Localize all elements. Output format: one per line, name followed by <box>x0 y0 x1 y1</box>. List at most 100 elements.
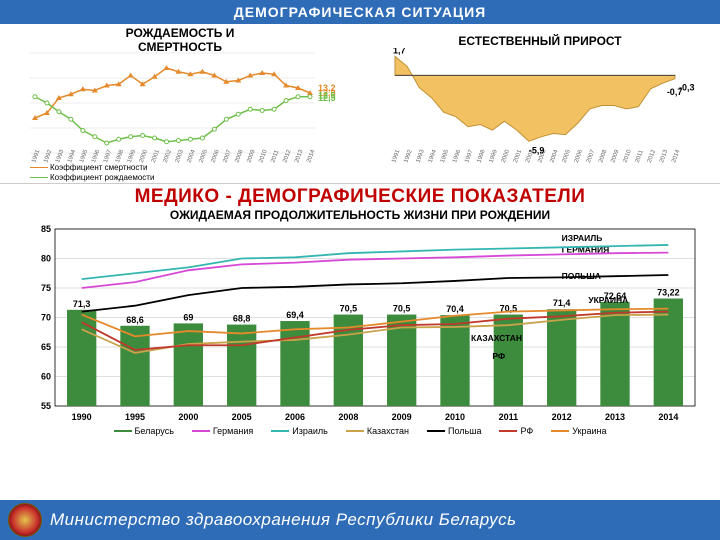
legend-birth: Коэффициент рождаемости <box>50 173 154 182</box>
svg-text:1997: 1997 <box>464 148 474 163</box>
svg-text:2010: 2010 <box>258 148 268 163</box>
legend-death: Коэффициент смертности <box>50 163 148 172</box>
svg-text:2002: 2002 <box>163 148 173 163</box>
legend-item: Израиль <box>271 426 328 436</box>
svg-text:2006: 2006 <box>574 148 584 163</box>
svg-text:2012: 2012 <box>552 412 572 422</box>
natural-increase-title: ЕСТЕСТВЕННЫЙ ПРИРОСТ <box>360 24 720 50</box>
svg-text:2011: 2011 <box>635 149 645 163</box>
svg-text:2012: 2012 <box>282 148 292 163</box>
svg-text:1993: 1993 <box>55 148 65 163</box>
life-expectancy-legend: БеларусьГерманияИзраильКазахстанПольшаРФ… <box>0 426 720 436</box>
svg-text:1991: 1991 <box>391 148 401 163</box>
svg-text:-5,9: -5,9 <box>529 145 545 155</box>
svg-text:2014: 2014 <box>671 148 681 163</box>
svg-text:2004: 2004 <box>187 148 197 163</box>
svg-text:68,8: 68,8 <box>233 314 251 324</box>
svg-text:2013: 2013 <box>659 148 669 163</box>
svg-text:1997: 1997 <box>103 148 113 163</box>
svg-text:2013: 2013 <box>605 412 625 422</box>
svg-text:2003: 2003 <box>175 148 185 163</box>
svg-text:1991: 1991 <box>31 148 41 163</box>
svg-text:2008: 2008 <box>338 412 358 422</box>
svg-text:70: 70 <box>41 313 51 323</box>
svg-text:85: 85 <box>41 224 51 234</box>
legend-item: Беларусь <box>114 426 174 436</box>
svg-text:2009: 2009 <box>392 412 412 422</box>
svg-text:2008: 2008 <box>235 148 245 163</box>
life-expectancy-title: ОЖИДАЕМАЯ ПРОДОЛЖИТЕЛЬНОСТЬ ЖИЗНИ ПРИ РО… <box>0 208 720 222</box>
birth-death-panel: РОЖДАЕМОСТЬ И СМЕРТНОСТЬ 199119921993199… <box>0 24 360 183</box>
svg-text:2000: 2000 <box>501 148 511 163</box>
life-expectancy-chart: 5560657075808571,368,66968,869,470,570,5… <box>30 224 700 424</box>
legend-item: Украина <box>551 426 606 436</box>
legend-item: Польша <box>427 426 481 436</box>
svg-text:РФ: РФ <box>492 351 505 361</box>
section-title: МЕДИКО - ДЕМОГРАФИЧЕСКИЕ ПОКАЗАТЕЛИ <box>0 184 720 208</box>
svg-text:2000: 2000 <box>178 412 198 422</box>
svg-text:2001: 2001 <box>513 148 523 163</box>
svg-text:2000: 2000 <box>139 148 149 163</box>
svg-text:70,5: 70,5 <box>340 304 358 314</box>
svg-text:2011: 2011 <box>270 149 280 163</box>
svg-text:80: 80 <box>41 254 51 264</box>
svg-text:1995: 1995 <box>125 412 145 422</box>
svg-text:65: 65 <box>41 342 51 352</box>
svg-text:2008: 2008 <box>598 148 608 163</box>
page-title: ДЕМОГРАФИЧЕСКАЯ СИТУАЦИЯ <box>0 0 720 24</box>
svg-text:73,22: 73,22 <box>657 288 680 298</box>
svg-text:2005: 2005 <box>562 148 572 163</box>
svg-text:2006: 2006 <box>285 412 305 422</box>
svg-text:2006: 2006 <box>211 148 221 163</box>
svg-text:1999: 1999 <box>489 148 499 163</box>
svg-text:75: 75 <box>41 283 51 293</box>
svg-text:2005: 2005 <box>199 148 209 163</box>
svg-text:2001: 2001 <box>151 148 161 163</box>
svg-text:2009: 2009 <box>246 148 256 163</box>
svg-text:2013: 2013 <box>294 148 304 163</box>
svg-text:2010: 2010 <box>623 148 633 163</box>
svg-text:1,7: 1,7 <box>393 48 406 55</box>
footer-text: Министерство здравоохранения Республики … <box>50 510 517 530</box>
svg-text:55: 55 <box>41 401 51 411</box>
natural-increase-chart: 1991199219931994199519961997199819992000… <box>390 48 710 163</box>
svg-text:70,5: 70,5 <box>393 304 411 314</box>
svg-text:2007: 2007 <box>223 148 233 163</box>
svg-text:2009: 2009 <box>610 148 620 163</box>
svg-text:1995: 1995 <box>79 148 89 163</box>
svg-text:1996: 1996 <box>452 148 462 163</box>
svg-text:71,4: 71,4 <box>553 298 571 308</box>
birth-death-legend: Коэффициент смертности Коэффициент рожда… <box>30 162 154 183</box>
svg-text:УКРАИНА: УКРАИНА <box>588 295 628 305</box>
svg-text:1992: 1992 <box>43 148 53 163</box>
legend-item: РФ <box>499 426 533 436</box>
svg-text:2005: 2005 <box>232 412 252 422</box>
svg-text:2010: 2010 <box>445 412 465 422</box>
svg-text:1998: 1998 <box>476 148 486 163</box>
svg-text:ПОЛЬША: ПОЛЬША <box>562 271 601 281</box>
svg-text:2014: 2014 <box>306 148 316 163</box>
svg-text:ИЗРАИЛЬ: ИЗРАИЛЬ <box>562 233 603 243</box>
svg-text:71,3: 71,3 <box>73 299 91 309</box>
svg-text:69: 69 <box>183 312 193 322</box>
birth-death-chart: 1991199219931994199519961997199819992000… <box>30 48 350 163</box>
svg-text:60: 60 <box>41 372 51 382</box>
svg-text:1990: 1990 <box>72 412 92 422</box>
svg-text:1994: 1994 <box>428 148 438 163</box>
svg-text:1999: 1999 <box>127 148 137 163</box>
svg-text:2007: 2007 <box>586 148 596 163</box>
svg-text:1993: 1993 <box>416 148 426 163</box>
svg-text:1992: 1992 <box>403 148 413 163</box>
svg-text:2012: 2012 <box>647 148 657 163</box>
svg-text:69,4: 69,4 <box>286 310 304 320</box>
svg-text:2004: 2004 <box>550 148 560 163</box>
emblem-icon <box>8 503 42 537</box>
svg-text:1996: 1996 <box>91 148 101 163</box>
svg-text:2014: 2014 <box>658 412 678 422</box>
footer-bar: Министерство здравоохранения Республики … <box>0 500 720 540</box>
top-charts-row: РОЖДАЕМОСТЬ И СМЕРТНОСТЬ 199119921993199… <box>0 24 720 184</box>
svg-text:КАЗАХСТАН: КАЗАХСТАН <box>471 333 522 343</box>
svg-text:1998: 1998 <box>115 148 125 163</box>
svg-text:-0,3: -0,3 <box>679 83 695 93</box>
svg-text:12,5: 12,5 <box>318 93 336 103</box>
